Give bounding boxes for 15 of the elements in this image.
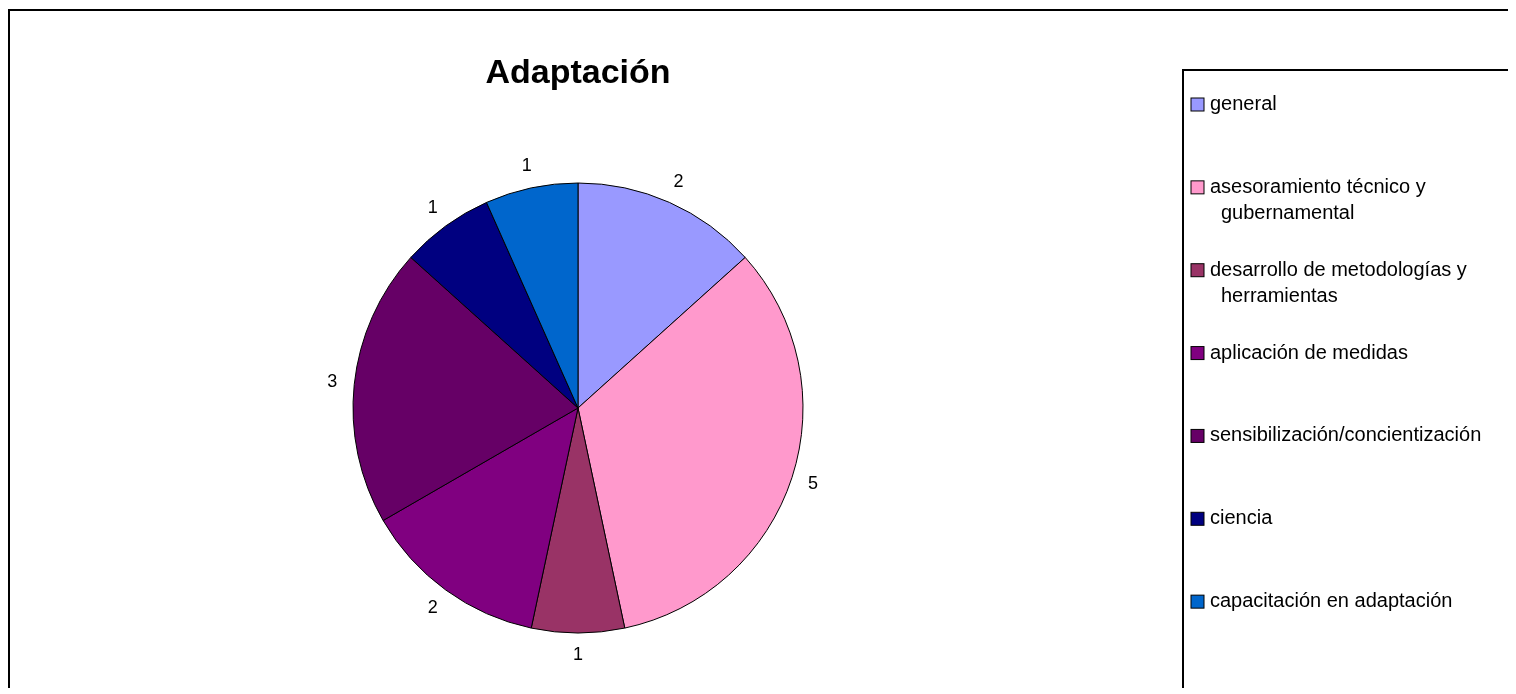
- legend-label: capacitación en adaptación: [1210, 589, 1453, 612]
- legend-label: aplicación de medidas: [1210, 340, 1408, 363]
- data-label: 2: [427, 596, 438, 617]
- legend-label: desarrollo de metodologías y herramientas: [1210, 258, 1467, 306]
- data-label: 2: [673, 171, 684, 192]
- data-label: 1: [572, 643, 584, 664]
- data-label: 5: [807, 473, 818, 494]
- data-label: 1: [427, 196, 438, 217]
- legend-label: general: [1210, 92, 1277, 115]
- data-label: 1: [521, 155, 532, 176]
- legend-label: asesoramiento técnico y gubernamental: [1210, 175, 1426, 224]
- chart-title: Adaptación: [485, 52, 671, 90]
- legend-label: ciencia: [1210, 506, 1274, 529]
- legend-label: sensibilización/concientización: [1210, 423, 1482, 446]
- data-label: 3: [327, 370, 338, 391]
